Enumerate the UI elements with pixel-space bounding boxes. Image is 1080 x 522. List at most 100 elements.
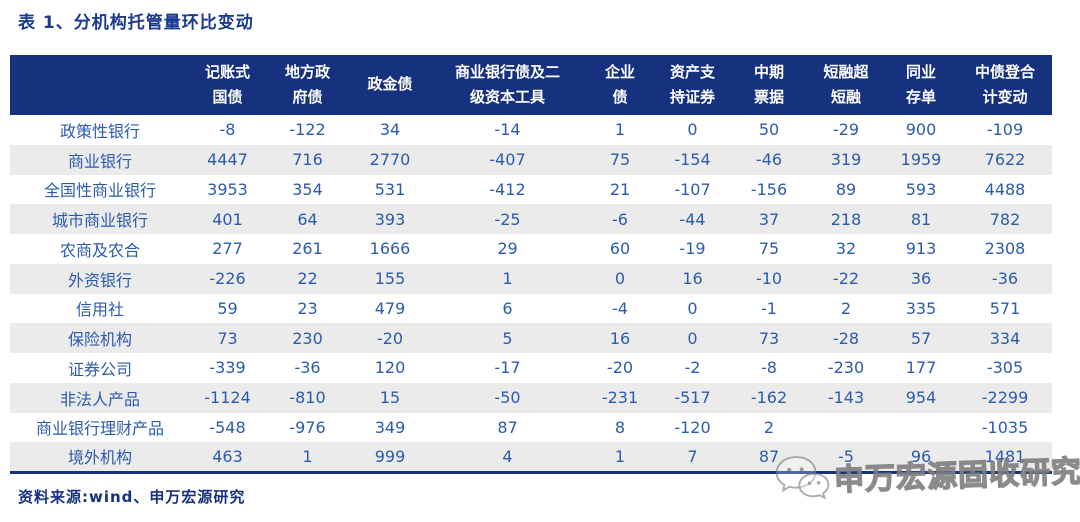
table-cell: -810 [289, 388, 326, 408]
table-cell: -122 [289, 120, 326, 140]
table-cell: 0 [687, 120, 698, 140]
table-cell: 1 [614, 120, 626, 140]
table-cell: 120 [374, 358, 406, 378]
table-title: 表 1、分机构托管量环比变动 [18, 13, 254, 33]
table-row: 外资银行 -226 22 155 1 0 16 -10 -22 36 -36 [10, 263, 1052, 294]
table-row: 证券公司 -339 -36 120 -17 -20 -2 -8 -230 177 -305 [10, 353, 1052, 383]
row-label: 商业银行理财产品 [35, 419, 164, 439]
table-cell: 5 [502, 328, 513, 348]
table-cell: -305 [986, 358, 1024, 378]
table-cell: 87 [497, 417, 518, 437]
table-row: 城市商业银行 401 64 393 -25 -6 -44 37 218 81 782 [10, 204, 1052, 234]
table-cell: -517 [674, 388, 711, 408]
table-cell: -107 [674, 179, 711, 199]
table-cell: 716 [292, 150, 323, 170]
table-cell: 954 [905, 388, 937, 408]
table-cell: -20 [606, 358, 634, 378]
column-header-line2: 计变动 [982, 88, 1028, 106]
table-cell: -231 [601, 388, 639, 408]
column-header: 中期 票据 [730, 55, 808, 115]
table-cell: 463 [212, 446, 243, 466]
table-cell: -548 [209, 417, 246, 437]
table-cell: 37 [758, 209, 780, 229]
table-cell: -143 [827, 388, 865, 408]
table-cell: 16 [682, 269, 703, 289]
table-cell: 96 [910, 446, 932, 466]
table-cell: 335 [905, 298, 937, 318]
column-header-line1: 资产支 [669, 62, 715, 81]
table-row: 商业银行 4447 716 2770 -407 75 -154 -46 319 1959 7622 [10, 144, 1052, 175]
row-label: 证券公司 [67, 359, 132, 379]
column-header-line1: 政金债 [367, 75, 413, 94]
table-cell: 57 [910, 328, 932, 348]
table-cell: 1481 [984, 446, 1026, 466]
table-cell: 32 [835, 239, 857, 259]
column-header-line1: 商业银行债及二 [454, 62, 560, 81]
column-header: 地方政 府债 [265, 55, 350, 115]
table-cell: 593 [905, 179, 937, 199]
row-label: 境外机构 [67, 448, 132, 468]
column-header: 资产支 持证券 [655, 55, 730, 115]
table-cell: 571 [989, 298, 1021, 318]
table-cell: 2 [840, 298, 852, 318]
row-label: 信用社 [75, 300, 124, 320]
table-cell: -2299 [981, 388, 1029, 408]
column-header-line2: 级资本工具 [469, 88, 545, 106]
column-header: 短融超 短融 [808, 55, 884, 115]
column-header: 商业银行债及二 级资本工具 [430, 55, 585, 115]
column-header: 中债登合 计变动 [958, 55, 1052, 115]
table-cell: -6 [612, 209, 628, 229]
table-cell: -46 [755, 150, 783, 170]
table-cell: -1124 [204, 388, 251, 408]
table-cell: -14 [494, 120, 521, 140]
table-row: 农商及农合 277 261 1666 29 60 -19 75 32 913 2308 [10, 234, 1052, 264]
table-cell: 87 [758, 446, 780, 466]
row-label: 非法人产品 [59, 389, 140, 409]
table-cell: -22 [832, 269, 860, 289]
table-cell: 21 [609, 179, 631, 199]
table-cell: 4 [502, 446, 513, 466]
table-cell: 0 [687, 298, 698, 318]
table-row: 全国性商业银行 3953 354 531 -412 21 -107 -156 89 593 4488 [10, 174, 1052, 205]
table-cell: 59 [217, 298, 238, 318]
column-header: 企业债 [585, 55, 655, 115]
table-cell: 16 [609, 328, 631, 348]
table-cell: 1 [302, 446, 313, 466]
table-row: 信用社 59 23 479 6 -4 0 -1 2 335 571 [10, 293, 1052, 324]
column-header-line1: 企业 [604, 62, 635, 81]
table-cell: 7622 [984, 150, 1026, 170]
table-row: 政策性银行 -8 -122 34 -14 1 0 50 -29 900 -109 [10, 115, 1052, 145]
source-note: 资料来源:wind、申万宏源研究 [18, 488, 246, 506]
table-cell: -25 [494, 209, 521, 229]
table-cell: -154 [674, 150, 711, 170]
table-cell: -1035 [981, 417, 1029, 437]
table-cell: 89 [835, 179, 857, 199]
table-cell: -407 [489, 150, 526, 170]
row-label: 政策性银行 [59, 121, 140, 141]
column-header: 记账式 国债 [190, 55, 265, 115]
table-cell: -162 [750, 388, 788, 408]
column-header-line1: 中期 [753, 62, 784, 81]
table-cell: -8 [219, 120, 236, 140]
table-cell: 3953 [207, 179, 248, 199]
column-header-line1: 地方政 [284, 62, 330, 81]
table-cell: 6 [502, 298, 513, 318]
table-cell: -44 [679, 209, 706, 229]
table-cell: 349 [374, 417, 406, 437]
table-cell: 36 [910, 269, 932, 289]
table-cell: -8 [761, 358, 777, 378]
table-cell: -2 [684, 358, 701, 378]
table-cell: -20 [376, 328, 404, 348]
column-header-line2: 票据 [753, 88, 784, 106]
custody-change-table: 记账式 国债 地方政 府债 政金债 商业银行债及二 级资本工具 企业债资产支 持证券 中期 票据 短融… [10, 55, 1052, 474]
table-cell: 0 [687, 328, 698, 348]
table-row: 商业银行理财产品 -548 -976 349 87 8 -120 2 -1035 [10, 412, 1052, 443]
table-cell: -19 [679, 239, 706, 259]
header-corner-cell [10, 55, 190, 115]
header-row: 记账式 国债 地方政 府债 政金债 商业银行债及二 级资本工具 企业债资产支 持证券 中期 票据 短融… [10, 55, 1052, 115]
column-header-line1: 记账式 [204, 62, 250, 81]
table-cell [884, 413, 958, 443]
table-cell: 4488 [984, 179, 1026, 199]
table-cell: 4447 [207, 150, 248, 170]
column-header: 政金债 [350, 55, 430, 115]
